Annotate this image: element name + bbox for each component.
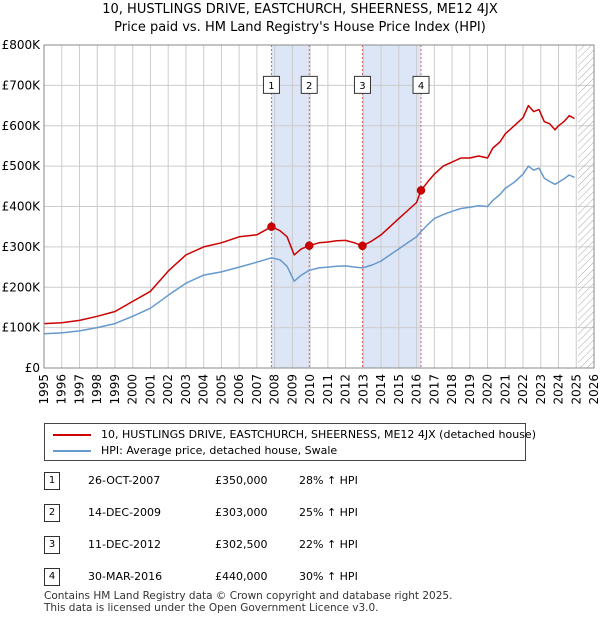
- plot-frame: [43, 44, 595, 369]
- legend-item-hpi: HPI: Average price, detached house, Swal…: [53, 444, 337, 457]
- y-tick-label: £200K: [2, 280, 42, 294]
- sale-point: [358, 241, 367, 251]
- sale-date: 11-DEC-2012: [88, 538, 162, 551]
- x-tick-label: 2019: [463, 374, 477, 405]
- x-tick-label: 2003: [179, 374, 193, 405]
- sale-number-badge: 3: [44, 536, 60, 554]
- x-tick-label: 2012: [339, 374, 353, 405]
- sale-label-box: [300, 75, 318, 94]
- sale-price: £440,000: [215, 570, 268, 583]
- sale-label-text: 3: [359, 81, 365, 92]
- y-tick-label: £600K: [2, 119, 42, 133]
- legend-swatch-property: [53, 434, 91, 436]
- x-tick-label: 2001: [143, 374, 157, 405]
- sale-date: 26-OCT-2007: [88, 474, 161, 487]
- sale-date: 14-DEC-2009: [88, 506, 162, 519]
- sale-point: [416, 186, 426, 195]
- x-tick-label: 2010: [303, 374, 317, 405]
- sale-date: 30-MAR-2016: [88, 570, 163, 583]
- x-tick-label: 2013: [356, 374, 370, 405]
- footer-line-1: Contains HM Land Registry data © Crown c…: [44, 590, 453, 602]
- sale-price: £303,000: [215, 506, 268, 519]
- x-tick-label: 2021: [498, 374, 512, 405]
- x-tick-label: 2023: [534, 374, 548, 405]
- sale-price: £350,000: [215, 474, 268, 487]
- sale-label-box: [353, 75, 371, 94]
- x-tick-label: 2026: [587, 374, 600, 405]
- legend: 10, HUSTLINGS DRIVE, EASTCHURCH, SHEERNE…: [44, 423, 536, 461]
- sale-hpi-change: 30% ↑ HPI: [299, 570, 358, 583]
- sale-hpi-change: 28% ↑ HPI: [299, 474, 358, 487]
- sale-label-box: [262, 75, 280, 94]
- sale-number-badge: 2: [44, 504, 60, 522]
- sale-label-text: 1: [268, 81, 274, 92]
- hpi-line: [43, 165, 575, 335]
- y-tick-label: £500K: [2, 159, 42, 173]
- x-tick-label: 2018: [445, 374, 459, 405]
- forecast-hatch: [578, 45, 594, 368]
- legend-item-property: 10, HUSTLINGS DRIVE, EASTCHURCH, SHEERNE…: [53, 428, 536, 441]
- sale-label-text: 4: [418, 81, 424, 92]
- sale-label-box: [412, 75, 430, 94]
- chart-title-subtitle: Price paid vs. HM Land Registry's House …: [114, 20, 486, 35]
- chart-title-address: 10, HUSTLINGS DRIVE, EASTCHURCH, SHEERNE…: [102, 2, 498, 17]
- axes: [43, 44, 595, 369]
- sale-price: £302,500: [215, 538, 268, 551]
- x-tick-label: 2002: [161, 374, 175, 405]
- y-tick-label: £300K: [2, 240, 42, 254]
- property-price-line: [43, 104, 575, 325]
- x-tick-label: 2005: [214, 374, 228, 405]
- sale-marker-labels: 1 2 3 4: [262, 75, 430, 94]
- sale-points: [267, 186, 426, 251]
- x-tick-label: 1996: [55, 374, 69, 405]
- x-tick-label: 2006: [232, 374, 246, 405]
- x-tick-label: 2004: [197, 374, 211, 405]
- y-tick-label: £0: [25, 361, 40, 375]
- y-tick-label: £400K: [2, 200, 42, 214]
- sale-point: [267, 222, 276, 231]
- price-chart: 1 2 3 4 £0 £100K £200K £300K £400K £500K £600K £70…: [2, 38, 600, 405]
- x-tick-labels: 1995 1996 1997 1998 1999 2000 2001 2002 2003 2004…: [37, 374, 600, 405]
- footer-line-2: This data is licensed under the Open Gov…: [44, 602, 379, 614]
- footer-attribution: Contains HM Land Registry data © Crown c…: [44, 590, 452, 614]
- x-tick-label: 2014: [374, 374, 388, 405]
- hatched-region: [578, 45, 594, 368]
- x-tick-label: 2008: [268, 374, 282, 405]
- x-tick-label: 2022: [516, 374, 530, 405]
- sale-hpi-change: 22% ↑ HPI: [299, 538, 358, 551]
- x-tick-label: 1998: [90, 374, 104, 405]
- y-tick-label: £800K: [2, 38, 42, 52]
- x-tick-label: 2015: [392, 374, 406, 405]
- x-tick-label: 1999: [108, 374, 122, 405]
- x-tick-label: 2016: [410, 374, 424, 405]
- x-tick-label: 2009: [285, 374, 299, 405]
- sale-number-badge: 4: [44, 568, 60, 586]
- series-lines: [43, 104, 575, 335]
- legend-label-hpi: HPI: Average price, detached house, Swal…: [101, 444, 338, 457]
- legend-swatch-hpi: [53, 450, 91, 452]
- x-tick-label: 2025: [569, 374, 583, 405]
- sale-marker-lines: [270, 45, 422, 368]
- x-tick-label: 2011: [321, 374, 335, 405]
- grid-lines: [43, 44, 595, 369]
- y-tick-labels: £0 £100K £200K £300K £400K £500K £600K £700K £80…: [2, 38, 42, 375]
- sale-label-text: 2: [306, 81, 312, 92]
- x-tick-label: 1997: [72, 374, 86, 405]
- x-tick-label: 2020: [481, 374, 495, 405]
- y-tick-label: £100K: [2, 321, 42, 335]
- x-tick-label: 2000: [126, 374, 140, 405]
- y-tick-label: £700K: [2, 78, 42, 92]
- x-tick-label: 2017: [427, 374, 441, 405]
- x-tick-label: 2024: [552, 374, 566, 405]
- sale-hpi-change: 25% ↑ HPI: [299, 506, 358, 519]
- legend-label-property: 10, HUSTLINGS DRIVE, EASTCHURCH, SHEERNE…: [101, 428, 536, 441]
- x-tick-label: 1995: [37, 374, 51, 405]
- sale-number-badge: 1: [44, 472, 60, 490]
- x-tick-label: 2007: [250, 374, 264, 405]
- sale-point: [304, 241, 314, 250]
